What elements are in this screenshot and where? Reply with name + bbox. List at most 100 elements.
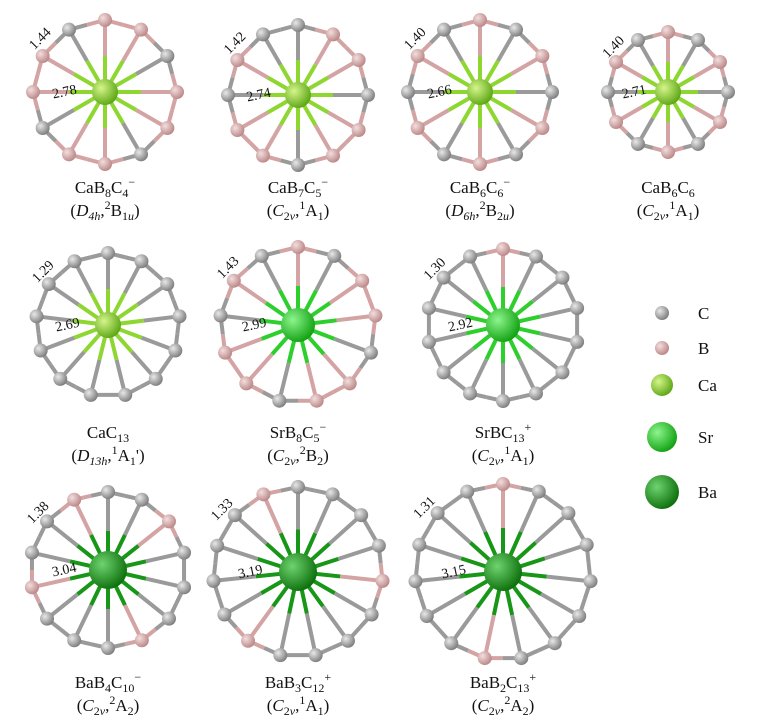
text-part: 6h xyxy=(463,209,475,223)
center-atom xyxy=(486,308,520,342)
text-part: ) xyxy=(529,446,535,465)
text-part: C xyxy=(304,178,315,197)
atom xyxy=(436,270,451,285)
spoke-bond xyxy=(540,592,581,618)
text-part: B xyxy=(306,446,317,465)
atom xyxy=(363,345,378,360)
center-atom xyxy=(484,553,522,591)
atom xyxy=(364,607,379,622)
atom xyxy=(67,492,82,507)
text-part: 2 xyxy=(480,198,486,212)
text-part: D xyxy=(76,446,90,465)
atom xyxy=(570,301,585,316)
text-part: 2 xyxy=(500,681,506,695)
atom xyxy=(325,487,340,502)
spoke-bond xyxy=(213,574,256,583)
text-part: − xyxy=(321,175,328,189)
text-part: 4h xyxy=(88,209,100,223)
text-part: , xyxy=(100,201,104,220)
atom xyxy=(421,334,436,349)
formula: CaB6C6 xyxy=(641,178,695,200)
atom xyxy=(213,308,228,323)
radial-bond-length: 2.66 xyxy=(426,83,453,103)
atom xyxy=(170,85,184,99)
text-part: D xyxy=(450,201,464,220)
atom xyxy=(545,85,559,99)
atom xyxy=(631,136,645,151)
text-part: v xyxy=(290,704,296,718)
text-part: SrBC xyxy=(475,423,513,442)
text-part: A xyxy=(305,696,318,715)
center-atom xyxy=(281,308,315,342)
atom xyxy=(62,22,76,37)
spoke-bond xyxy=(233,513,268,546)
text-part: − xyxy=(128,175,135,189)
text-part: ') xyxy=(136,446,145,465)
text-part: v xyxy=(100,704,106,718)
atom xyxy=(477,651,492,666)
atom xyxy=(661,145,675,159)
atom xyxy=(134,22,148,37)
atom xyxy=(410,121,425,135)
atom xyxy=(26,85,40,99)
atom xyxy=(412,537,427,552)
radial-bond-length: 3.15 xyxy=(440,563,467,583)
text-part: , xyxy=(107,446,111,465)
spoke-bond xyxy=(418,542,462,561)
atom xyxy=(101,485,115,499)
text-part: BaB xyxy=(265,673,295,692)
spoke-bond xyxy=(321,605,350,642)
atom xyxy=(496,242,510,256)
text-part: ( xyxy=(267,696,273,715)
atom xyxy=(177,580,192,595)
text-part: ( xyxy=(77,696,83,715)
atom xyxy=(460,484,475,499)
formula: CaB8C4− xyxy=(75,175,136,200)
state: (D13h,1A1') xyxy=(71,443,144,468)
text-part: 2 xyxy=(523,704,529,718)
atom xyxy=(712,55,727,69)
atom xyxy=(230,53,245,67)
state: (C2v,1A1) xyxy=(472,443,535,468)
atom xyxy=(41,277,56,292)
text-part: CaB xyxy=(75,178,105,197)
atom xyxy=(473,157,487,171)
text-part: 6 xyxy=(480,186,486,200)
text-part: 13h xyxy=(89,454,107,468)
text-part: 1 xyxy=(504,443,510,457)
atom xyxy=(67,254,82,269)
spoke-bond xyxy=(313,493,335,534)
text-part: 3 xyxy=(295,681,301,695)
text-part: 1 xyxy=(318,209,324,223)
text-part: 5 xyxy=(315,186,321,200)
text-part: A xyxy=(675,201,688,220)
text-part: 1 xyxy=(669,198,675,212)
atom xyxy=(496,477,510,491)
formula: BaB4C10− xyxy=(75,670,142,695)
atom xyxy=(217,607,232,622)
text-part: , xyxy=(475,201,479,220)
center-atom xyxy=(95,312,121,338)
text-part: v xyxy=(290,454,296,468)
text-part: C xyxy=(677,178,688,197)
text-part: , xyxy=(296,446,300,465)
text-part: 6 xyxy=(689,186,695,200)
atom xyxy=(210,538,225,553)
state: (C2v,2B2) xyxy=(267,443,329,468)
radial-bond-length: 2.69 xyxy=(54,316,81,336)
radial-bond-length: 3.04 xyxy=(51,561,78,581)
state: (C2v,1A1) xyxy=(267,198,330,223)
spoke-bond xyxy=(436,511,472,545)
atom xyxy=(161,611,176,626)
text-part: − xyxy=(320,420,327,434)
spoke-bond xyxy=(544,542,588,561)
text-part: 2 xyxy=(317,454,323,468)
radial-bond-length: 2.74 xyxy=(245,86,272,106)
text-part: v xyxy=(290,209,296,223)
text-part: CaB xyxy=(268,178,298,197)
text-part: 2 xyxy=(284,454,290,468)
legend-label: Ba xyxy=(698,483,717,502)
atom xyxy=(430,506,445,521)
atom xyxy=(33,343,48,358)
